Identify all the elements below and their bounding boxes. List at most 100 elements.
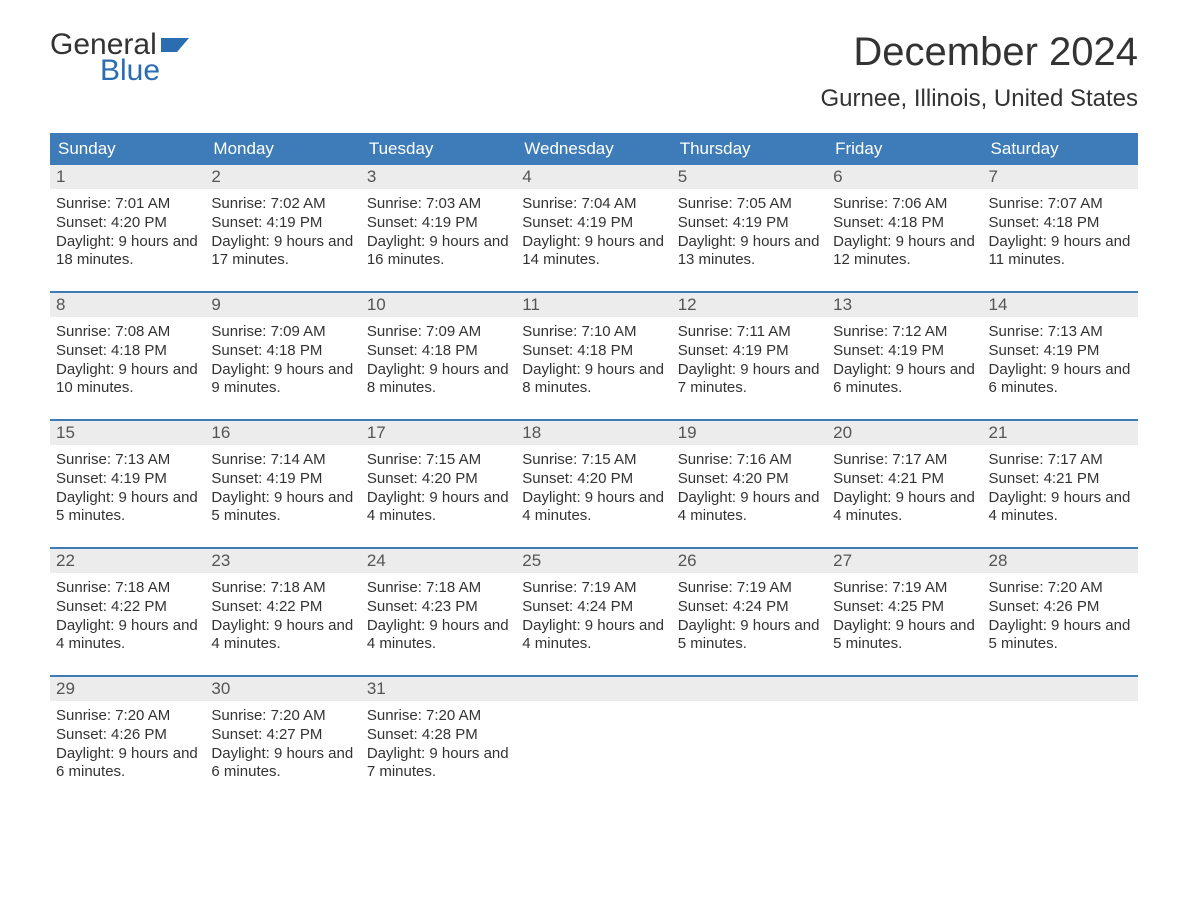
dow-monday: Monday bbox=[205, 133, 360, 165]
day-number: 1 bbox=[50, 165, 205, 189]
sunrise-line: Sunrise: 7:18 AM bbox=[367, 579, 481, 596]
day-body: Sunrise: 7:13 AMSunset: 4:19 PMDaylight:… bbox=[983, 317, 1138, 402]
daylight-line: Daylight: 9 hours and 16 minutes. bbox=[367, 233, 509, 269]
sunset-line: Sunset: 4:20 PM bbox=[56, 214, 167, 231]
sunset-line: Sunset: 4:24 PM bbox=[522, 598, 633, 615]
day-cell: 25Sunrise: 7:19 AMSunset: 4:24 PMDayligh… bbox=[516, 549, 671, 675]
daylight-line: Daylight: 9 hours and 6 minutes. bbox=[56, 745, 198, 781]
day-cell: 1Sunrise: 7:01 AMSunset: 4:20 PMDaylight… bbox=[50, 165, 205, 291]
sunrise-line: Sunrise: 7:04 AM bbox=[522, 195, 636, 212]
day-number: 24 bbox=[361, 549, 516, 573]
day-number: 30 bbox=[205, 677, 360, 701]
day-number: 10 bbox=[361, 293, 516, 317]
sunset-line: Sunset: 4:25 PM bbox=[833, 598, 944, 615]
day-body: Sunrise: 7:09 AMSunset: 4:18 PMDaylight:… bbox=[205, 317, 360, 402]
dow-header-row: SundayMondayTuesdayWednesdayThursdayFrid… bbox=[50, 133, 1138, 165]
day-cell: 19Sunrise: 7:16 AMSunset: 4:20 PMDayligh… bbox=[672, 421, 827, 547]
day-number: 4 bbox=[516, 165, 671, 189]
sunrise-line: Sunrise: 7:18 AM bbox=[211, 579, 325, 596]
day-body: Sunrise: 7:15 AMSunset: 4:20 PMDaylight:… bbox=[516, 445, 671, 530]
sunset-line: Sunset: 4:27 PM bbox=[211, 726, 322, 743]
sunset-line: Sunset: 4:19 PM bbox=[989, 342, 1100, 359]
day-number: 5 bbox=[672, 165, 827, 189]
daylight-line: Daylight: 9 hours and 17 minutes. bbox=[211, 233, 353, 269]
day-body: Sunrise: 7:16 AMSunset: 4:20 PMDaylight:… bbox=[672, 445, 827, 530]
day-body: Sunrise: 7:11 AMSunset: 4:19 PMDaylight:… bbox=[672, 317, 827, 402]
day-cell: 17Sunrise: 7:15 AMSunset: 4:20 PMDayligh… bbox=[361, 421, 516, 547]
day-body: Sunrise: 7:18 AMSunset: 4:22 PMDaylight:… bbox=[50, 573, 205, 658]
dow-sunday: Sunday bbox=[50, 133, 205, 165]
day-number: 27 bbox=[827, 549, 982, 573]
sunset-line: Sunset: 4:28 PM bbox=[367, 726, 478, 743]
sunrise-line: Sunrise: 7:13 AM bbox=[989, 323, 1103, 340]
day-number: 8 bbox=[50, 293, 205, 317]
sunrise-line: Sunrise: 7:09 AM bbox=[367, 323, 481, 340]
daylight-line: Daylight: 9 hours and 4 minutes. bbox=[522, 489, 664, 525]
sunrise-line: Sunrise: 7:17 AM bbox=[833, 451, 947, 468]
day-body: Sunrise: 7:20 AMSunset: 4:27 PMDaylight:… bbox=[205, 701, 360, 786]
sunset-line: Sunset: 4:18 PM bbox=[989, 214, 1100, 231]
day-body: Sunrise: 7:18 AMSunset: 4:22 PMDaylight:… bbox=[205, 573, 360, 658]
week-row: 15Sunrise: 7:13 AMSunset: 4:19 PMDayligh… bbox=[50, 419, 1138, 547]
day-body: Sunrise: 7:14 AMSunset: 4:19 PMDaylight:… bbox=[205, 445, 360, 530]
daylight-line: Daylight: 9 hours and 5 minutes. bbox=[989, 617, 1131, 653]
dow-friday: Friday bbox=[827, 133, 982, 165]
day-cell: 16Sunrise: 7:14 AMSunset: 4:19 PMDayligh… bbox=[205, 421, 360, 547]
day-body: Sunrise: 7:15 AMSunset: 4:20 PMDaylight:… bbox=[361, 445, 516, 530]
day-number: 31 bbox=[361, 677, 516, 701]
day-body: Sunrise: 7:04 AMSunset: 4:19 PMDaylight:… bbox=[516, 189, 671, 274]
sunset-line: Sunset: 4:18 PM bbox=[56, 342, 167, 359]
sunrise-line: Sunrise: 7:08 AM bbox=[56, 323, 170, 340]
day-cell: 30Sunrise: 7:20 AMSunset: 4:27 PMDayligh… bbox=[205, 677, 360, 803]
day-cell: 28Sunrise: 7:20 AMSunset: 4:26 PMDayligh… bbox=[983, 549, 1138, 675]
day-body: Sunrise: 7:19 AMSunset: 4:24 PMDaylight:… bbox=[672, 573, 827, 658]
day-number: 25 bbox=[516, 549, 671, 573]
month-title: December 2024 bbox=[821, 30, 1139, 75]
day-number: . bbox=[827, 677, 982, 701]
sunset-line: Sunset: 4:23 PM bbox=[367, 598, 478, 615]
dow-tuesday: Tuesday bbox=[361, 133, 516, 165]
dow-thursday: Thursday bbox=[672, 133, 827, 165]
sunset-line: Sunset: 4:19 PM bbox=[678, 214, 789, 231]
sunrise-line: Sunrise: 7:20 AM bbox=[367, 707, 481, 724]
day-cell: 29Sunrise: 7:20 AMSunset: 4:26 PMDayligh… bbox=[50, 677, 205, 803]
sunrise-line: Sunrise: 7:17 AM bbox=[989, 451, 1103, 468]
day-number: 29 bbox=[50, 677, 205, 701]
day-cell: 24Sunrise: 7:18 AMSunset: 4:23 PMDayligh… bbox=[361, 549, 516, 675]
sunset-line: Sunset: 4:19 PM bbox=[522, 214, 633, 231]
sunset-line: Sunset: 4:18 PM bbox=[833, 214, 944, 231]
daylight-line: Daylight: 9 hours and 4 minutes. bbox=[522, 617, 664, 653]
day-body: Sunrise: 7:05 AMSunset: 4:19 PMDaylight:… bbox=[672, 189, 827, 274]
day-cell: . bbox=[983, 677, 1138, 803]
day-number: 3 bbox=[361, 165, 516, 189]
day-body: Sunrise: 7:12 AMSunset: 4:19 PMDaylight:… bbox=[827, 317, 982, 402]
sunrise-line: Sunrise: 7:15 AM bbox=[522, 451, 636, 468]
sunrise-line: Sunrise: 7:06 AM bbox=[833, 195, 947, 212]
sunrise-line: Sunrise: 7:15 AM bbox=[367, 451, 481, 468]
daylight-line: Daylight: 9 hours and 4 minutes. bbox=[56, 617, 198, 653]
daylight-line: Daylight: 9 hours and 7 minutes. bbox=[678, 361, 820, 397]
day-body: Sunrise: 7:10 AMSunset: 4:18 PMDaylight:… bbox=[516, 317, 671, 402]
day-cell: 3Sunrise: 7:03 AMSunset: 4:19 PMDaylight… bbox=[361, 165, 516, 291]
day-body: Sunrise: 7:20 AM Sunset: 4:28 PM Daylight:… bbox=[361, 701, 516, 786]
daylight-line: Daylight: 9 hours and 6 minutes. bbox=[833, 361, 975, 397]
logo-word-blue: Blue bbox=[100, 56, 191, 86]
day-cell: 6Sunrise: 7:06 AMSunset: 4:18 PMDaylight… bbox=[827, 165, 982, 291]
title-block: December 2024 Gurnee, Illinois, United S… bbox=[821, 30, 1139, 113]
sunset-line: Sunset: 4:22 PM bbox=[56, 598, 167, 615]
sunset-line: Sunset: 4:19 PM bbox=[833, 342, 944, 359]
day-cell: . bbox=[827, 677, 982, 803]
day-body: Sunrise: 7:20 AMSunset: 4:26 PMDaylight:… bbox=[50, 701, 205, 786]
day-cell: 11Sunrise: 7:10 AMSunset: 4:18 PMDayligh… bbox=[516, 293, 671, 419]
day-body: Sunrise: 7:17 AMSunset: 4:21 PMDaylight:… bbox=[827, 445, 982, 530]
daylight-line: Daylight: 9 hours and 7 minutes. bbox=[367, 745, 509, 781]
day-cell: 13Sunrise: 7:12 AMSunset: 4:19 PMDayligh… bbox=[827, 293, 982, 419]
daylight-line: Daylight: 9 hours and 6 minutes. bbox=[211, 745, 353, 781]
day-cell: 27Sunrise: 7:19 AMSunset: 4:25 PMDayligh… bbox=[827, 549, 982, 675]
daylight-line: Daylight: 9 hours and 12 minutes. bbox=[833, 233, 975, 269]
day-cell: 31 Sunrise: 7:20 AM Sunset: 4:28 PM Dayligh… bbox=[361, 677, 516, 803]
location: Gurnee, Illinois, United States bbox=[821, 85, 1139, 113]
week-row: 22Sunrise: 7:18 AMSunset: 4:22 PMDayligh… bbox=[50, 547, 1138, 675]
sunrise-line: Sunrise: 7:09 AM bbox=[211, 323, 325, 340]
day-number: 18 bbox=[516, 421, 671, 445]
